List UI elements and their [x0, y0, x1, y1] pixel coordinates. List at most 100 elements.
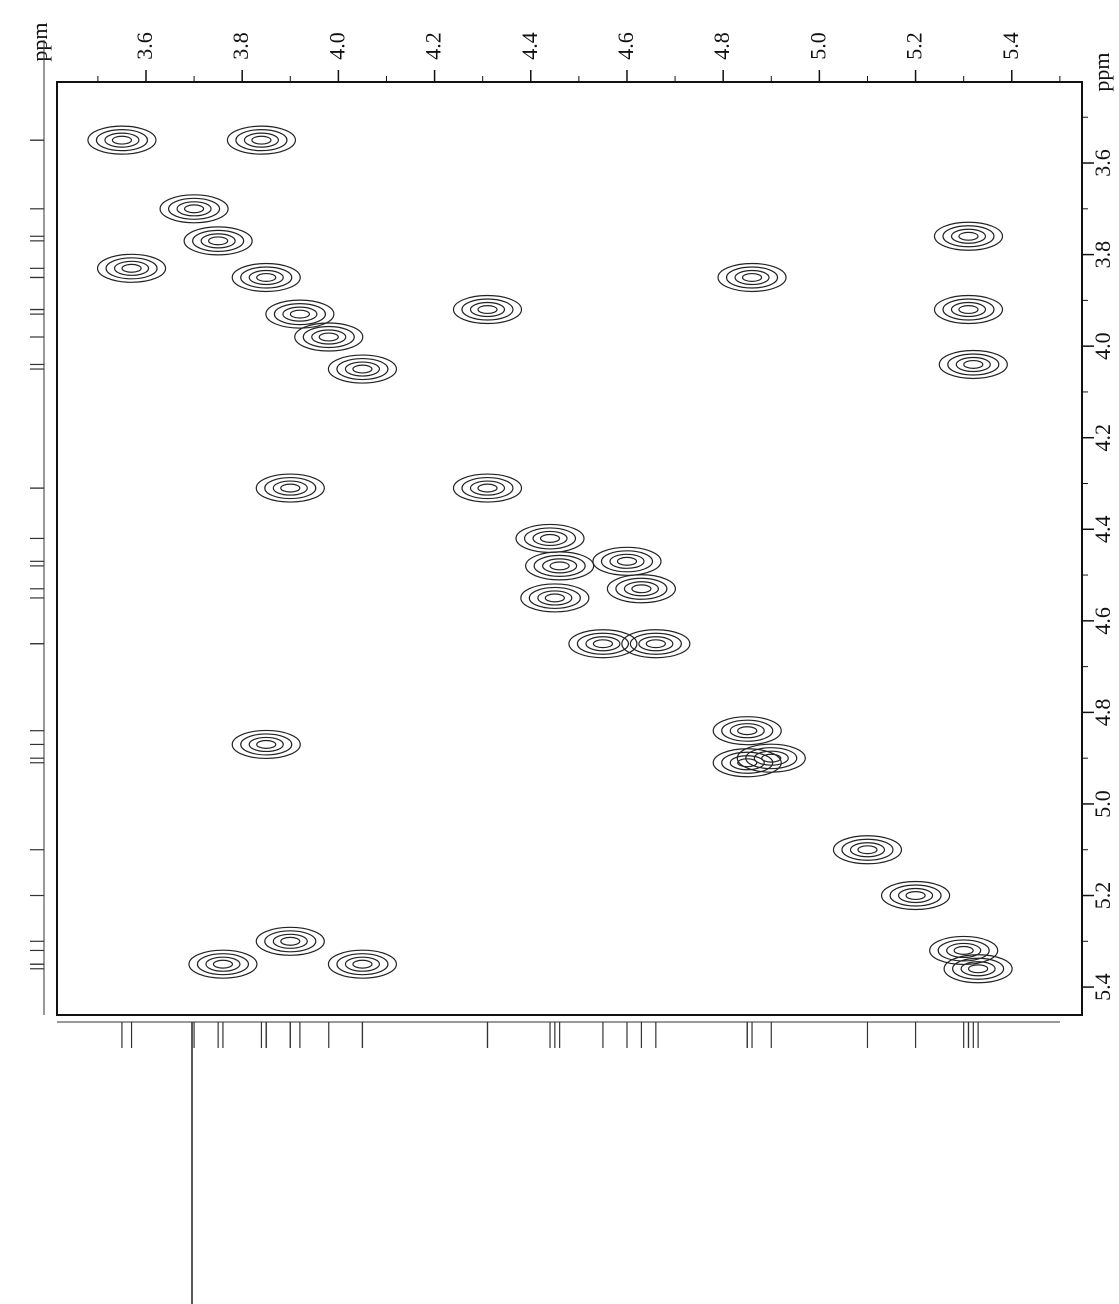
contour-level — [336, 357, 389, 381]
contour-level — [113, 260, 150, 276]
x-tick-label: 4.6 — [613, 32, 638, 60]
cross-peak — [943, 954, 1013, 984]
contour-level — [721, 719, 774, 742]
y-tick-label: 4.4 — [1090, 516, 1115, 544]
cross-peak — [327, 949, 398, 979]
contour-level — [958, 305, 979, 315]
y-axis-label: ppm — [1089, 52, 1114, 91]
contour-level — [352, 364, 373, 374]
cross-peak — [188, 949, 258, 979]
contour-level — [832, 835, 903, 865]
contour-level — [188, 949, 258, 979]
contour-level — [280, 483, 301, 493]
contour-level — [255, 473, 325, 503]
contour-level — [958, 231, 979, 241]
cross-peak — [452, 294, 523, 325]
contour-level — [477, 305, 498, 315]
y-tick-label: 5.0 — [1090, 790, 1115, 818]
contour-level — [111, 135, 133, 145]
contour-level — [344, 361, 381, 377]
contour-level — [272, 480, 308, 496]
contour-level — [737, 726, 758, 736]
contour-level — [251, 135, 272, 145]
contour-level — [240, 733, 293, 756]
cross-peak — [255, 926, 325, 956]
contour-level — [205, 956, 241, 972]
contour-level — [327, 354, 398, 384]
contour-level — [946, 942, 982, 959]
cross-peak — [606, 574, 677, 604]
y-tick-label: 4.8 — [1090, 699, 1115, 727]
contour-level — [616, 556, 638, 566]
contour-level — [452, 294, 523, 325]
contour-level — [737, 758, 758, 768]
contour-level — [741, 272, 763, 283]
contour-level — [542, 558, 578, 574]
contour-level — [621, 629, 691, 659]
contour-level — [159, 194, 229, 224]
contour-level — [196, 953, 250, 976]
cross-peak — [832, 835, 903, 865]
contour-level — [576, 632, 630, 655]
contour-level — [645, 639, 666, 649]
cross-peak — [592, 546, 662, 576]
contour-level — [849, 842, 886, 858]
contour-level — [629, 632, 682, 655]
contour-level — [167, 197, 221, 220]
contour-level — [938, 349, 1008, 380]
contour-level — [960, 961, 996, 977]
cross-peak — [712, 748, 782, 778]
cross-peak — [717, 262, 787, 293]
contour-level — [841, 838, 894, 861]
contour-level — [712, 748, 782, 778]
cross-peak — [159, 194, 229, 224]
contour-level — [889, 884, 942, 907]
contour-level — [717, 262, 787, 293]
x-tick-label: 5.0 — [805, 32, 830, 60]
cross-peak — [515, 523, 585, 554]
cross-peak — [712, 716, 782, 746]
contour-level — [272, 933, 308, 949]
contour-level — [721, 751, 774, 774]
cross-peak — [880, 880, 951, 911]
contour-level — [950, 228, 987, 244]
contour-level — [282, 306, 318, 322]
contour-level — [327, 949, 398, 979]
contour-level — [302, 325, 355, 349]
contour-level — [638, 636, 674, 652]
y-tick-label: 5.2 — [1090, 882, 1115, 910]
contour-level — [256, 272, 277, 283]
contour-level — [753, 750, 789, 766]
contour-level — [240, 266, 293, 289]
contour-level — [963, 359, 984, 369]
contour-level — [568, 629, 638, 659]
contour-level — [461, 476, 514, 500]
contour-level — [600, 550, 654, 573]
contour-level — [592, 639, 614, 649]
contour-level — [469, 301, 506, 318]
contour-level — [609, 553, 645, 569]
contour-level — [192, 229, 245, 252]
cross-peak — [183, 226, 253, 256]
x-tick-label: 4.2 — [421, 32, 446, 60]
contour-level — [235, 129, 288, 152]
contour-level — [729, 723, 765, 739]
cross-peak — [231, 729, 301, 760]
cross-peak — [933, 294, 1004, 325]
contour-level — [523, 527, 577, 550]
contour-level — [231, 262, 301, 293]
contour-level — [955, 356, 991, 373]
contour-level — [953, 945, 974, 955]
contour-level — [318, 332, 339, 342]
contour-level — [537, 590, 573, 606]
contour-level — [942, 225, 995, 248]
x-tick-label: 3.8 — [228, 32, 253, 60]
contour-level — [549, 561, 570, 571]
contour-level — [231, 729, 301, 760]
contour-level — [212, 959, 234, 969]
contour-level — [606, 574, 677, 604]
contour-level — [248, 736, 284, 753]
contour-level — [336, 953, 389, 976]
contour-level — [477, 483, 498, 493]
